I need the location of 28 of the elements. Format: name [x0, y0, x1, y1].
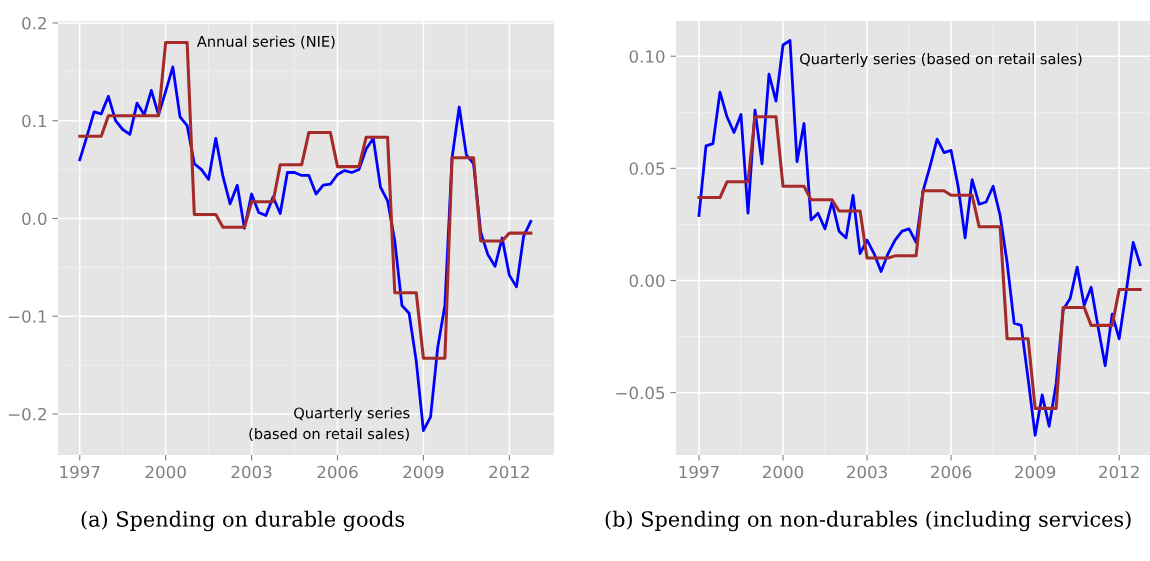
y-tick-label: 0.05 [629, 162, 665, 175]
text: (b) Spending on non-durables (including services) [605, 510, 1131, 532]
line-series [697, 39, 1142, 437]
x-tick-label: 2009 [403, 465, 444, 479]
annotation: Quarterly series (based on retail sales) [249, 407, 410, 441]
y-tick-label: 0.10 [629, 50, 665, 63]
annotation: Annual series (NIE) [196, 35, 335, 49]
y-tick-label: −0.05 [616, 386, 665, 400]
x-tick-label: 2012 [1099, 465, 1139, 479]
x-tick-label: 2006 [931, 465, 972, 479]
y-tick-label: 0.0 [22, 212, 47, 226]
text: (a) Spending on durable goods [81, 510, 405, 532]
y-tick-label: −0.1 [8, 310, 47, 323]
x-tick-label: 2003 [847, 465, 887, 479]
y-tick-label: 0.00 [629, 274, 665, 288]
x-tick-label: 2009 [1015, 465, 1056, 479]
y-tick-label: 0.2 [22, 16, 46, 30]
x-tick-label: 1997 [60, 465, 100, 479]
line-series [697, 115, 1142, 410]
annotation: Quarterly series (based on retail sales) [800, 53, 1082, 68]
x-tick-label: 2012 [489, 465, 529, 479]
y-tick-label: 0.1 [22, 114, 47, 128]
x-tick-label: 1997 [679, 465, 719, 479]
x-tick-label: 2000 [145, 465, 186, 479]
x-tick-label: 2000 [763, 465, 804, 479]
x-tick-label: 2006 [317, 465, 358, 479]
y-tick-label: −0.2 [8, 407, 46, 421]
x-tick-label: 2003 [231, 465, 272, 479]
